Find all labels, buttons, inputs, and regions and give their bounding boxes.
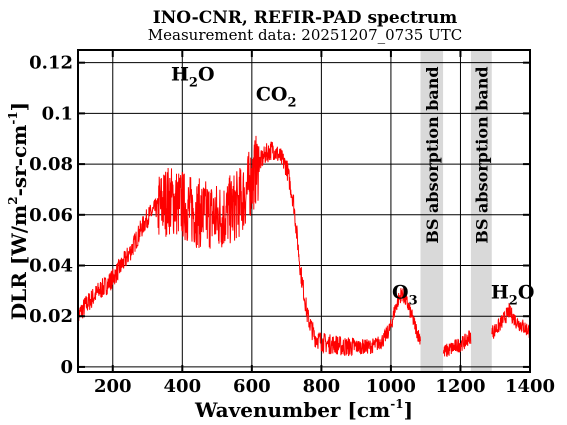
plot-frame: [77, 49, 531, 373]
x-tick-label-4: 800: [303, 376, 341, 397]
y-axis-label: DLR [W/m2-sr-cm-1]: [6, 102, 31, 320]
annotation-4: H2O: [491, 281, 535, 308]
x-axis-label-sup: -1: [390, 397, 403, 411]
y-axis-label-main: DLR [W/m: [7, 205, 31, 320]
absorption-band-2: [470, 50, 492, 372]
y-tick-label-7: 0.12: [29, 53, 73, 74]
annotation-layer: H2O CO2 O3 H2O: [171, 63, 534, 308]
x-axis-label-tail: ]: [404, 398, 413, 422]
y-tick-label-3: 0.04: [29, 256, 73, 277]
y-tick-label-6: 0.1: [42, 103, 73, 124]
annotation-1: H2O: [171, 63, 215, 90]
x-tick-label-3: 600: [233, 376, 271, 397]
tick-layer: 200 400 600 800 1000 1200 1400 0 0.02 0.04 0.06 0.0…: [29, 50, 555, 397]
x-tick-label-5: 1000: [366, 376, 416, 397]
y-tick-label-5: 0.08: [29, 154, 73, 175]
y-tick-label-4: 0.06: [29, 205, 73, 226]
x-tick-label-2: 400: [164, 376, 202, 397]
absorption-bands-layer: BS absorption band BS absorption band: [420, 50, 492, 372]
chart-subtitle: Measurement data: 20251207_0735 UTC: [148, 26, 462, 44]
y-axis-label-mid: -sr-cm: [7, 125, 31, 197]
series-line: [77, 135, 531, 357]
y-axis-label-sup1: 2: [6, 196, 20, 204]
x-tick-label-7: 1400: [505, 376, 555, 397]
y-tick-label-2: 0.02: [29, 306, 73, 327]
grid-layer: [78, 50, 530, 372]
annotation-2: CO2: [256, 84, 297, 111]
x-tick-label-1: 200: [94, 376, 132, 397]
chart-title: INO-CNR, REFIR-PAD spectrum: [153, 8, 457, 28]
x-axis-label-main: Wavenumber [cm: [194, 398, 390, 422]
series-layer: [77, 135, 531, 357]
annotation-3: O3: [392, 281, 418, 308]
absorption-band-label-1: BS absorption band: [423, 66, 442, 243]
absorption-band-1: [420, 50, 444, 372]
y-axis-label-tail: ]: [7, 102, 31, 111]
y-axis-label-sup2: -1: [6, 111, 20, 124]
absorption-band-label-2: BS absorption band: [472, 66, 491, 243]
x-axis-label: Wavenumber [cm-1]: [194, 397, 413, 422]
x-tick-label-6: 1200: [435, 376, 485, 397]
y-tick-label-1: 0: [60, 357, 73, 378]
